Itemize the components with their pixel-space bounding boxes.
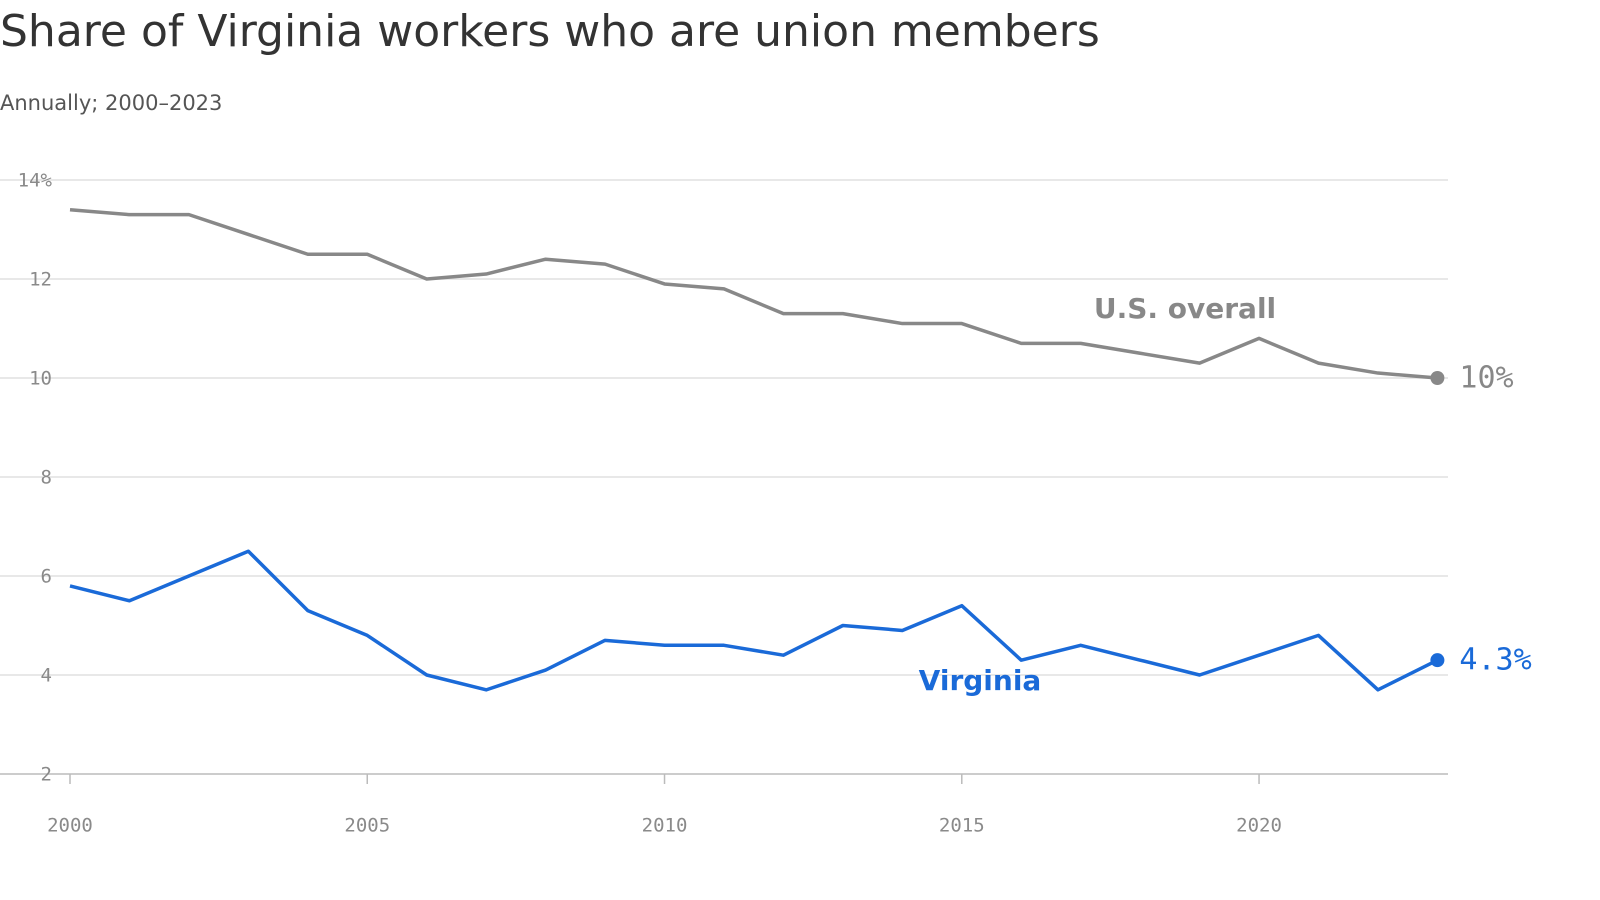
series-line: [69, 207, 1438, 380]
y-tick-label: 2: [41, 764, 52, 786]
data-label: 10%: [1459, 361, 1513, 396]
x-tick-label: 2010: [642, 815, 688, 837]
x-tick-label: 2020: [1236, 815, 1282, 837]
chart-title: Share of Virginia workers who are union …: [0, 6, 1100, 57]
series-line: [69, 549, 1439, 692]
y-tick-label: 6: [41, 566, 52, 588]
series-label: Virginia: [919, 664, 1042, 697]
end-dot: [1430, 653, 1445, 668]
x-tick-label: 2015: [939, 815, 985, 837]
chart-subtitle: Annually; 2000–2023: [0, 91, 222, 115]
y-tick-label: 12: [29, 269, 52, 291]
series-label: U.S. overall: [1094, 292, 1276, 325]
y-tick-label: 10: [29, 368, 52, 390]
data-label: 4.3%: [1459, 643, 1531, 678]
x-tick-label: 2005: [344, 815, 390, 837]
x-tick-label: 2000: [47, 815, 93, 837]
y-tick-label: 14%: [18, 170, 53, 192]
end-dot: [1430, 371, 1445, 385]
y-tick-label: 4: [41, 665, 52, 687]
y-tick-label: 8: [41, 467, 52, 489]
